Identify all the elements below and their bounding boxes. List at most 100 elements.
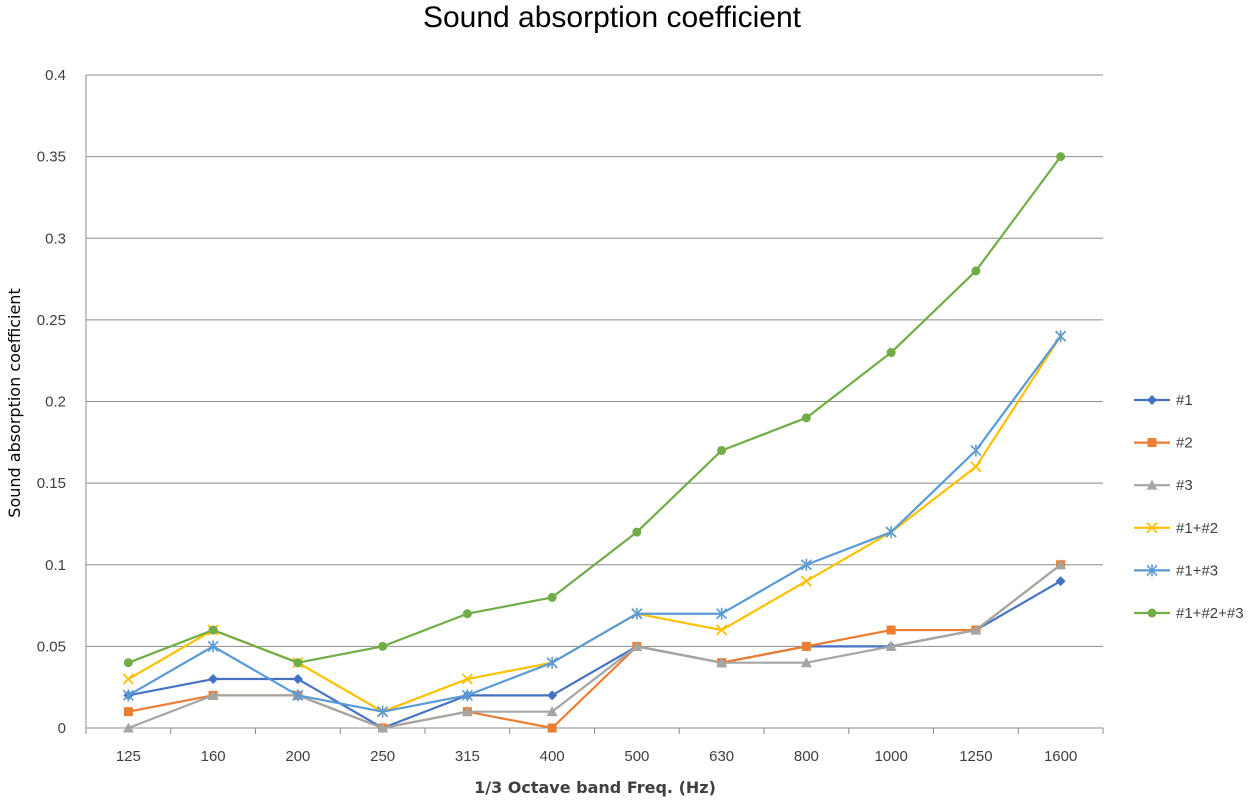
chart-title: Sound absorption coefficient: [423, 1, 802, 34]
y-tick-label: 0.35: [37, 149, 66, 166]
data-point: [1055, 330, 1067, 343]
data-point: [461, 706, 473, 717]
data-point: [970, 624, 982, 635]
x-tick-label: 400: [540, 748, 565, 765]
data-point: [207, 689, 219, 700]
data-point: [971, 266, 981, 276]
legend-label: #1+#2: [1176, 520, 1218, 537]
legend-label: #1: [1176, 392, 1193, 409]
data-point: [462, 609, 472, 619]
data-point: [546, 656, 558, 669]
y-axis-label: Sound absorption coefficient: [5, 288, 24, 517]
series-line: [127, 155, 1062, 664]
data-point: [717, 445, 727, 455]
legend-marker: [1147, 438, 1157, 448]
legend-item: #2: [1134, 435, 1193, 452]
legend-item: #3: [1134, 477, 1193, 494]
series-group: [122, 152, 1067, 733]
data-point: [801, 641, 811, 651]
series-line: [127, 335, 1062, 713]
data-point: [970, 461, 982, 473]
x-axis-label: 1/3 Octave band Freq. (Hz): [474, 778, 716, 797]
data-point: [885, 526, 897, 539]
x-tick-label: 125: [116, 748, 141, 765]
data-point: [631, 640, 643, 651]
legend-item: #1: [1134, 392, 1193, 409]
data-point: [377, 722, 389, 733]
data-point: [800, 657, 812, 668]
data-point: [122, 673, 135, 685]
y-tick-label: 0.3: [45, 230, 66, 247]
y-tick-label: 0.05: [37, 638, 66, 655]
data-point: [716, 607, 728, 620]
data-point: [377, 705, 389, 718]
legend-marker: [1147, 608, 1157, 618]
x-tick-labels: 125 160 200 250 315 400 500 630 800 1000 1250 1600: [116, 748, 1077, 765]
data-point: [800, 575, 813, 587]
legend-label: #1+#2+#3: [1176, 605, 1244, 622]
data-point: [632, 527, 642, 537]
legend-item: #1+#2+#3: [1134, 605, 1244, 622]
series-line: [128, 580, 1062, 730]
data-point: [122, 689, 134, 702]
data-point: [123, 707, 133, 717]
data-point: [1055, 576, 1066, 587]
x-tick-label: 800: [794, 748, 819, 765]
series-5: [122, 330, 1067, 718]
data-point: [970, 444, 982, 457]
y-tick-label: 0: [58, 720, 66, 737]
data-point: [461, 689, 473, 702]
data-point: [801, 413, 811, 423]
legend-item: #1+#2: [1134, 520, 1218, 537]
data-point: [123, 658, 133, 668]
legend-label: #2: [1176, 435, 1193, 452]
data-point: [207, 640, 219, 653]
data-point: [293, 658, 303, 668]
y-tick-label: 0.15: [37, 475, 66, 492]
x-tick-label: 630: [709, 748, 734, 765]
series-4: [122, 330, 1067, 718]
data-point: [122, 722, 134, 733]
legend-marker: [1146, 564, 1158, 577]
x-tick-label: 160: [201, 748, 226, 765]
series-1: [123, 576, 1066, 733]
data-point: [292, 674, 303, 685]
data-point: [378, 641, 388, 651]
data-point: [885, 640, 897, 651]
data-point: [800, 558, 812, 571]
y-tick-labels: 0 0.05 0.1 0.15 0.2 0.25 0.3 0.35 0.4: [37, 67, 66, 737]
legend-marker: [1146, 522, 1158, 534]
x-tick-label: 200: [285, 748, 310, 765]
y-tick-label: 0.2: [45, 394, 66, 411]
data-point: [292, 689, 304, 702]
x-tick-label: 1000: [874, 748, 907, 765]
legend: #1 #2 #3 #1+#2 #1+#3 #1+#2+#3: [1134, 392, 1244, 622]
data-point: [547, 592, 557, 602]
data-point: [1055, 559, 1067, 570]
data-point: [631, 607, 643, 620]
data-point: [546, 706, 558, 717]
data-point: [886, 625, 896, 635]
x-tick-label: 500: [624, 748, 649, 765]
data-point: [547, 723, 557, 733]
x-tick-label: 1600: [1044, 748, 1077, 765]
y-tick-label: 0.25: [37, 312, 66, 329]
data-point: [461, 673, 474, 685]
legend-label: #1+#3: [1176, 562, 1218, 579]
series-line: [127, 335, 1062, 713]
y-tick-label: 0.4: [45, 67, 66, 84]
data-point: [886, 348, 896, 358]
data-point: [715, 624, 728, 636]
legend-marker: [1146, 479, 1158, 490]
data-point: [208, 674, 219, 685]
x-tick-label: 315: [455, 748, 480, 765]
data-point: [716, 657, 728, 668]
x-tick-label: 250: [370, 748, 395, 765]
data-point: [547, 690, 558, 701]
series-line: [127, 563, 1062, 730]
legend-marker: [1147, 395, 1157, 405]
x-tick-label: 1250: [959, 748, 992, 765]
series-6: [123, 152, 1066, 668]
legend-item: #1+#3: [1134, 562, 1218, 579]
